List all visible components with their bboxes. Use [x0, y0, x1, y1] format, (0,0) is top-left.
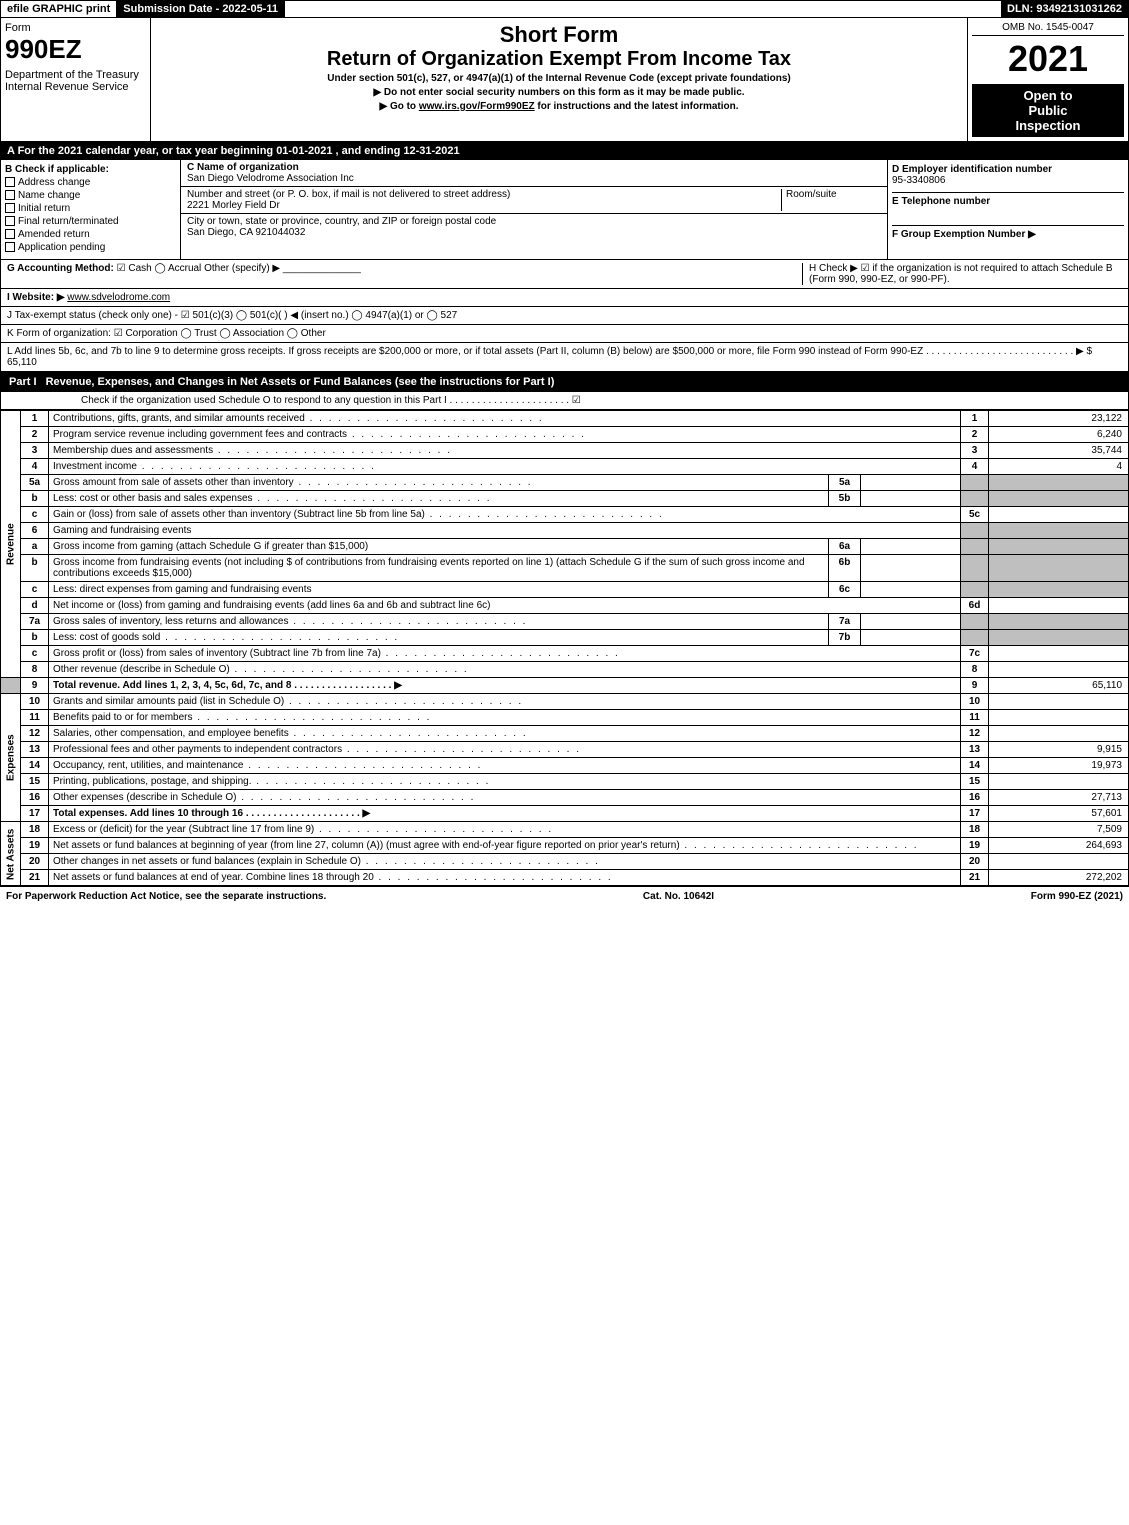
part1-title: Revenue, Expenses, and Changes in Net As… — [46, 376, 555, 388]
city-label: City or town, state or province, country… — [187, 216, 496, 227]
header-left: Form 990EZ Department of the Treasury In… — [1, 18, 151, 141]
check-other[interactable]: Other (specify) ▶ ______________ — [204, 263, 361, 274]
check-final-return[interactable]: Final return/terminated — [5, 216, 176, 227]
section-i: I Website: ▶ www.sdvelodrome.com — [0, 289, 1129, 307]
line-val: 23,122 — [989, 411, 1129, 427]
header-center: Short Form Return of Organization Exempt… — [151, 18, 968, 141]
line-rnum: 1 — [961, 411, 989, 427]
header-right: OMB No. 1545-0047 2021 Open to Public In… — [968, 18, 1128, 141]
part1-header: Part I Revenue, Expenses, and Changes in… — [0, 372, 1129, 392]
org-name-label: C Name of organization — [187, 162, 299, 173]
ein-label: D Employer identification number — [892, 164, 1124, 175]
ein-value: 95-3340806 — [892, 175, 1124, 186]
inspection-line1: Open to — [976, 88, 1120, 103]
footer-center: Cat. No. 10642I — [643, 891, 714, 902]
check-name-change[interactable]: Name change — [5, 190, 176, 201]
side-revenue: Revenue — [1, 411, 21, 678]
group-exemption-label: F Group Exemption Number ▶ — [892, 225, 1124, 240]
form-header: Form 990EZ Department of the Treasury In… — [0, 18, 1129, 142]
directive-goto: ▶ Go to www.irs.gov/Form990EZ for instru… — [155, 101, 963, 112]
irs-label: Internal Revenue Service — [5, 81, 146, 93]
section-b-heading: B Check if applicable: — [5, 164, 176, 175]
info-grid: B Check if applicable: Address change Na… — [0, 160, 1129, 260]
part1-label: Part I — [9, 376, 43, 388]
footer-left: For Paperwork Reduction Act Notice, see … — [6, 891, 326, 902]
submission-date: Submission Date - 2022-05-11 — [117, 1, 285, 17]
city-state-zip: San Diego, CA 921044032 — [187, 227, 305, 238]
street-address: 2221 Morley Field Dr — [187, 200, 280, 211]
return-title: Return of Organization Exempt From Incom… — [155, 48, 963, 71]
section-d: D Employer identification number 95-3340… — [888, 160, 1128, 259]
line-num: 1 — [21, 411, 49, 427]
section-a: A For the 2021 calendar year, or tax yea… — [0, 142, 1129, 160]
form-label: Form — [5, 22, 146, 34]
side-netassets: Net Assets — [1, 822, 21, 886]
page-footer: For Paperwork Reduction Act Notice, see … — [0, 886, 1129, 906]
section-g: G Accounting Method: ☑ Cash ◯ Accrual Ot… — [7, 263, 802, 285]
section-l: L Add lines 5b, 6c, and 7b to line 9 to … — [0, 343, 1129, 372]
street-label: Number and street (or P. O. box, if mail… — [187, 189, 510, 200]
topbar: efile GRAPHIC print Submission Date - 20… — [0, 0, 1129, 18]
footer-right: Form 990-EZ (2021) — [1031, 891, 1123, 902]
directive-ssn: ▶ Do not enter social security numbers o… — [155, 87, 963, 98]
section-h: H Check ▶ ☑ if the organization is not r… — [802, 263, 1122, 285]
org-name: San Diego Velodrome Association Inc — [187, 173, 354, 184]
section-k: K Form of organization: ☑ Corporation ◯ … — [0, 325, 1129, 343]
side-expenses: Expenses — [1, 694, 21, 822]
section-j: J Tax-exempt status (check only one) - ☑… — [0, 307, 1129, 325]
check-initial-return[interactable]: Initial return — [5, 203, 176, 214]
inspection-line2: Public — [976, 103, 1120, 118]
tax-year: 2021 — [972, 38, 1124, 80]
row-g-h: G Accounting Method: ☑ Cash ◯ Accrual Ot… — [0, 260, 1129, 289]
part1-checknote: Check if the organization used Schedule … — [0, 392, 1129, 410]
dept-treasury: Department of the Treasury — [5, 69, 146, 81]
check-cash[interactable]: ☑ Cash — [117, 263, 152, 274]
line-desc: Contributions, gifts, grants, and simila… — [49, 411, 961, 427]
dln: DLN: 93492131031262 — [1001, 1, 1128, 17]
subtitle: Under section 501(c), 527, or 4947(a)(1)… — [155, 73, 963, 84]
short-form-title: Short Form — [155, 22, 963, 48]
irs-link[interactable]: www.irs.gov/Form990EZ — [419, 101, 535, 112]
inspection-box: Open to Public Inspection — [972, 84, 1124, 137]
check-accrual[interactable]: ◯ Accrual — [155, 263, 202, 274]
phone-label: E Telephone number — [892, 192, 1124, 207]
room-suite-label: Room/suite — [781, 189, 881, 211]
part1-table: Revenue 1 Contributions, gifts, grants, … — [0, 410, 1129, 886]
section-c: C Name of organization San Diego Velodro… — [181, 160, 888, 259]
omb-number: OMB No. 1545-0047 — [972, 22, 1124, 36]
check-application-pending[interactable]: Application pending — [5, 242, 176, 253]
inspection-line3: Inspection — [976, 118, 1120, 133]
section-b: B Check if applicable: Address change Na… — [1, 160, 181, 259]
check-address-change[interactable]: Address change — [5, 177, 176, 188]
check-amended-return[interactable]: Amended return — [5, 229, 176, 240]
form-number: 990EZ — [5, 34, 146, 65]
efile-label: efile GRAPHIC print — [1, 1, 117, 17]
website-link[interactable]: www.sdvelodrome.com — [67, 292, 170, 303]
